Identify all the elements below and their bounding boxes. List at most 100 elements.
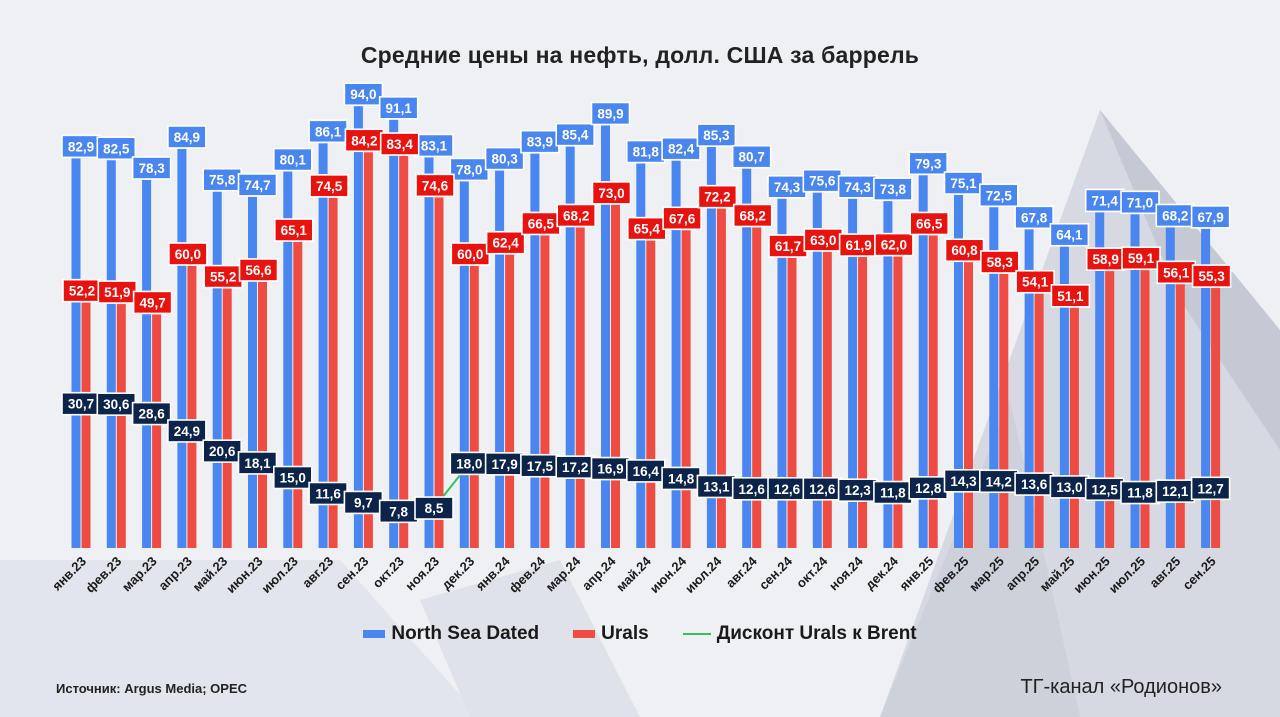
svg-text:74,6: 74,6: [422, 178, 449, 193]
svg-text:9,7: 9,7: [354, 495, 373, 510]
bar-brent: [1024, 229, 1034, 548]
data-label-urals: 56,6: [238, 258, 279, 282]
svg-text:11,6: 11,6: [315, 486, 341, 501]
svg-text:78,0: 78,0: [456, 162, 482, 177]
bar-brent: [459, 181, 469, 548]
data-label-urals: 58,3: [979, 250, 1020, 274]
svg-text:16,9: 16,9: [597, 462, 623, 477]
svg-text:8,5: 8,5: [425, 501, 444, 516]
bar-brent: [1059, 246, 1069, 549]
bar-brent: [954, 195, 963, 548]
legend-label-brent: North Sea Dated: [391, 623, 540, 644]
data-label-urals: 74,6: [415, 173, 455, 198]
legend-swatch-discount: [682, 633, 711, 635]
svg-text:83,9: 83,9: [527, 135, 553, 150]
data-label-discount: 30,7: [61, 391, 101, 416]
svg-text:75,1: 75,1: [950, 176, 977, 191]
bar-brent: [918, 175, 928, 549]
data-label-discount: 16,9: [590, 456, 631, 481]
data-label-discount: 30,6: [96, 392, 137, 416]
svg-text:63,0: 63,0: [810, 233, 836, 248]
data-label-brent: 91,1: [378, 96, 419, 120]
bar-urals: [716, 208, 726, 548]
svg-text:74,3: 74,3: [844, 180, 871, 195]
svg-text:55,3: 55,3: [1198, 269, 1225, 284]
svg-text:67,6: 67,6: [669, 211, 696, 226]
svg-text:81,8: 81,8: [633, 145, 660, 160]
x-tick-label: июн.24: [647, 553, 690, 596]
legend-swatch-brent: [363, 630, 386, 638]
data-label-discount: 28,6: [131, 401, 172, 426]
data-label-urals: 68,2: [556, 203, 597, 228]
svg-text:66,5: 66,5: [916, 216, 943, 231]
bar-urals: [505, 254, 515, 548]
svg-text:91,1: 91,1: [386, 101, 413, 116]
data-label-discount: 9,7: [343, 490, 384, 515]
data-label-urals: 49,7: [132, 290, 173, 315]
x-tick-label: дек.23: [438, 554, 477, 593]
bar-brent: [1130, 214, 1140, 549]
bar-brent: [601, 125, 610, 548]
data-label-brent: 84,9: [167, 125, 207, 149]
svg-text:13,1: 13,1: [703, 479, 730, 494]
svg-text:54,1: 54,1: [1022, 275, 1049, 290]
x-tick-label: янв.23: [49, 554, 89, 594]
bar-urals: [363, 152, 373, 548]
svg-text:68,2: 68,2: [1162, 208, 1188, 223]
x-tick-label: ноя.24: [826, 553, 866, 593]
data-label-discount: 12,6: [731, 476, 772, 501]
data-label-discount: 12,1: [1155, 479, 1196, 503]
bar-brent: [71, 158, 81, 548]
data-label-brent: 83,9: [520, 129, 560, 154]
svg-text:20,6: 20,6: [209, 444, 236, 459]
data-label-brent: 85,4: [555, 122, 596, 147]
bar-urals: [646, 240, 656, 548]
svg-text:17,5: 17,5: [527, 459, 554, 474]
x-tick-label: фев.24: [506, 553, 549, 596]
bar-urals: [1034, 293, 1044, 548]
bar-brent: [883, 201, 893, 548]
bar-urals: [258, 281, 267, 548]
svg-text:60,0: 60,0: [175, 247, 201, 262]
svg-text:84,2: 84,2: [351, 133, 377, 148]
data-label-urals: 61,7: [768, 234, 808, 258]
svg-text:7,8: 7,8: [389, 504, 408, 519]
data-label-discount: 20,6: [202, 439, 242, 463]
data-label-brent: 74,3: [837, 174, 878, 199]
x-tick-label: июн.23: [223, 554, 265, 596]
data-label-urals: 62,4: [485, 230, 526, 255]
bar-urals: [822, 251, 832, 548]
data-label-discount: 12,6: [802, 476, 843, 501]
bar-brent: [177, 148, 187, 548]
data-label-brent: 80,7: [731, 144, 772, 169]
x-tick-label: янв.25: [896, 554, 936, 594]
chart-legend: North Sea Dated Urals Дисконт Urals к Br…: [0, 623, 1280, 645]
svg-text:79,3: 79,3: [915, 156, 942, 171]
data-label-discount: 12,7: [1190, 476, 1231, 501]
svg-text:56,1: 56,1: [1163, 265, 1190, 280]
data-label-discount: 14,3: [943, 468, 984, 493]
svg-text:73,0: 73,0: [598, 186, 624, 201]
data-label-discount: 12,8: [908, 476, 949, 500]
bar-brent: [212, 191, 222, 549]
data-label-discount: 18,1: [237, 451, 278, 475]
x-tick-label: дек.24: [862, 553, 901, 592]
bar-brent: [1201, 228, 1211, 548]
legend-item-brent: North Sea Dated: [363, 623, 539, 645]
x-tick-label: сен.24: [756, 553, 796, 593]
x-tick-label: окт.24: [793, 553, 831, 591]
legend-label-discount: Дисконт Urals к Brent: [716, 623, 917, 644]
data-label-discount: 16,4: [625, 459, 666, 483]
bar-brent: [495, 170, 505, 548]
data-label-urals: 83,4: [379, 132, 420, 156]
legend-label-urals: Urals: [601, 623, 649, 644]
data-label-urals: 84,2: [344, 128, 385, 153]
svg-text:14,2: 14,2: [986, 474, 1012, 489]
x-tick-label: май.25: [1037, 554, 1078, 595]
svg-text:13,0: 13,0: [1056, 480, 1082, 495]
x-tick-label: мар.24: [543, 553, 584, 594]
bar-brent: [318, 143, 328, 548]
data-label-discount: 11,8: [1120, 480, 1160, 505]
data-label-discount: 13,0: [1049, 475, 1090, 499]
svg-text:56,6: 56,6: [245, 263, 272, 278]
